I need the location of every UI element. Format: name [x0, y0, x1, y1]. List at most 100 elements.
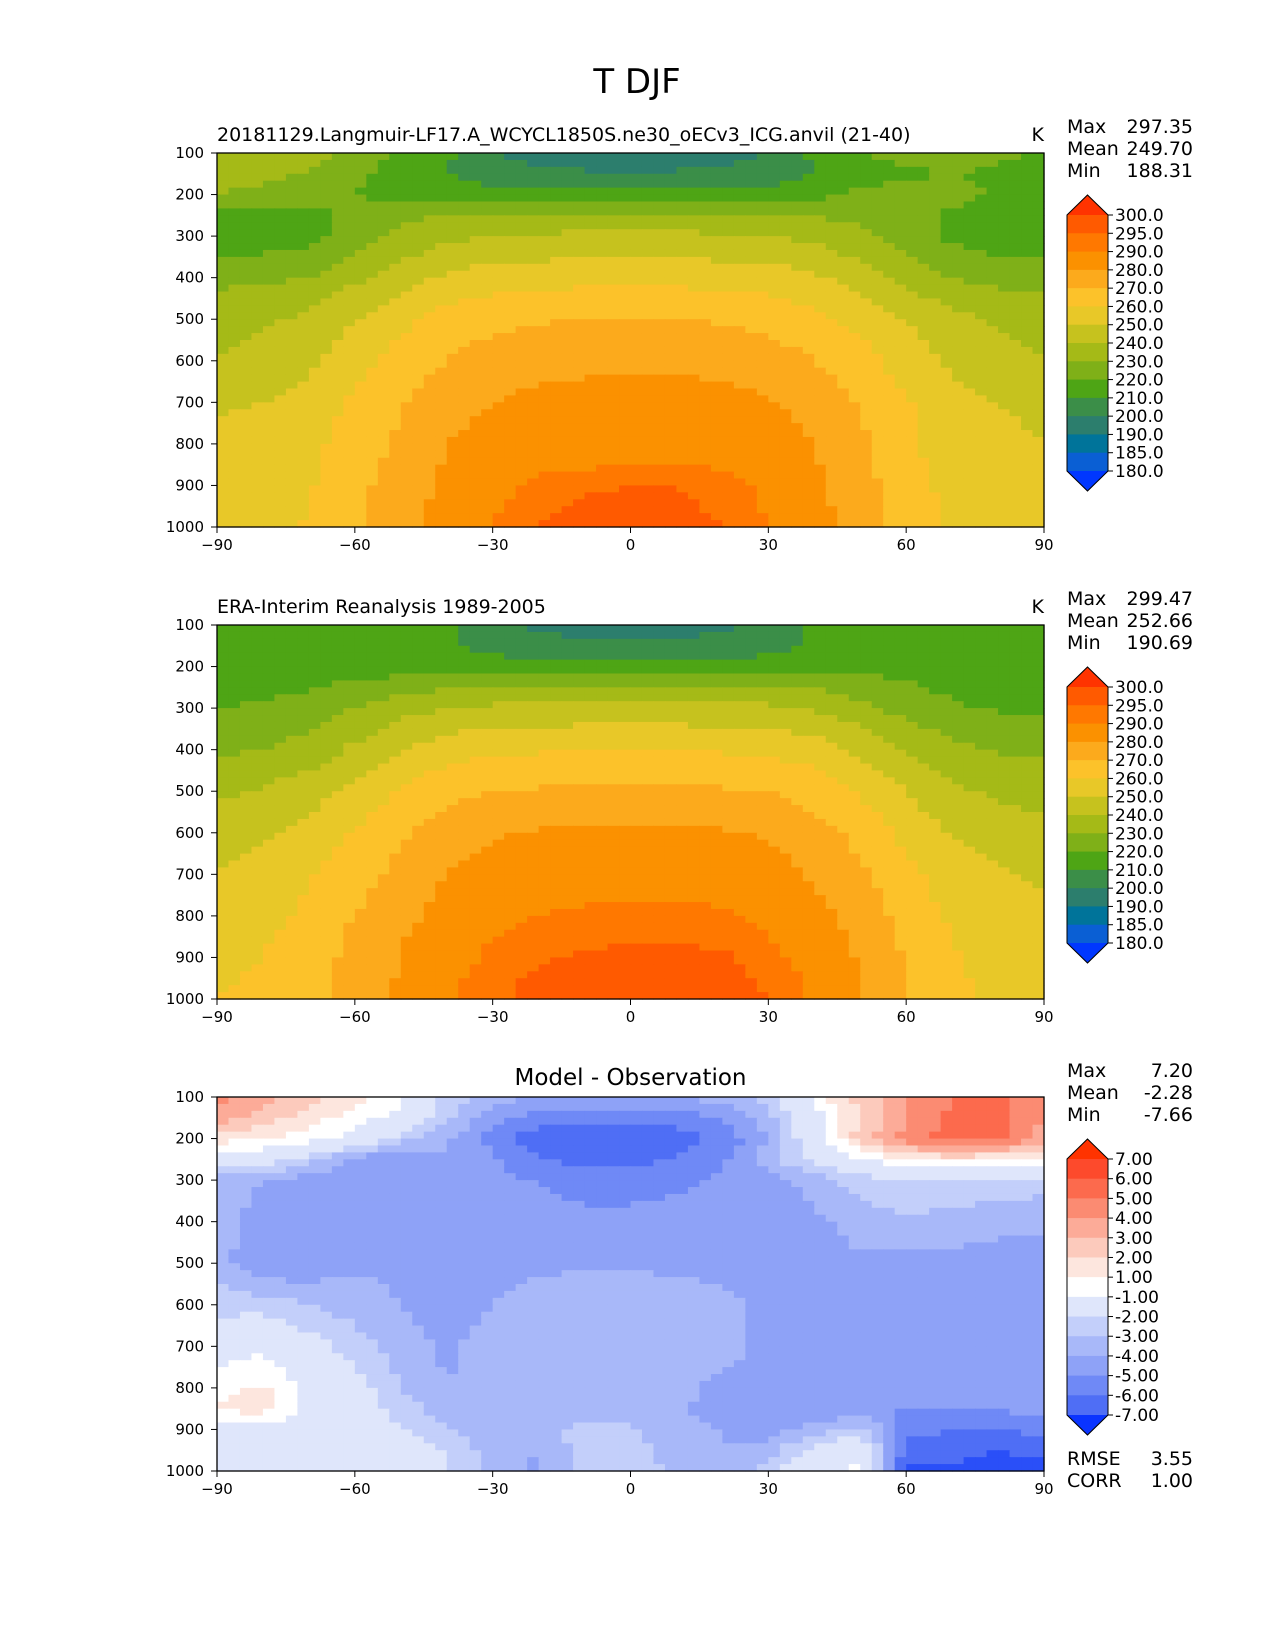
contour-cell	[377, 694, 390, 702]
contour-cell	[285, 222, 299, 230]
contour-cell	[262, 513, 276, 521]
contour-cell	[504, 277, 517, 286]
contour-cell	[745, 631, 758, 640]
contour-cell	[940, 201, 953, 210]
contour-cell	[940, 319, 953, 327]
contour-cell	[676, 701, 689, 709]
contour-cell	[814, 153, 827, 161]
contour-cell	[377, 180, 390, 189]
contour-cell	[894, 326, 907, 334]
contour-cell	[940, 187, 953, 196]
contour-cell	[975, 319, 988, 327]
contour-cell	[1009, 499, 1022, 507]
contour-cell	[871, 652, 884, 661]
contour-cell	[917, 701, 930, 709]
contour-cell	[251, 333, 264, 341]
contour-cell	[1009, 659, 1022, 668]
contour-cell	[400, 471, 413, 480]
contour-cell	[389, 249, 402, 258]
contour-cell	[538, 625, 551, 633]
contour-cell	[917, 346, 930, 355]
contour-cell	[320, 326, 333, 334]
contour-cell	[217, 409, 230, 417]
contour-cell	[607, 236, 620, 244]
contour-cell	[756, 395, 769, 403]
contour-cell	[653, 284, 666, 293]
contour-cell	[584, 715, 597, 723]
contour-cell	[550, 333, 563, 341]
contour-cell	[446, 478, 459, 487]
contour-cell	[653, 291, 666, 300]
contour-cell	[469, 381, 482, 390]
contour-cell	[561, 353, 574, 362]
contour-cell	[320, 333, 333, 341]
contour-cell	[929, 360, 942, 369]
contour-cell	[860, 430, 873, 438]
contour-cell	[320, 478, 333, 487]
contour-cell	[423, 194, 436, 203]
contour-cell	[584, 430, 597, 438]
contour-cell	[481, 270, 494, 279]
contour-cell	[297, 187, 310, 196]
contour-cell	[710, 340, 723, 348]
contour-cell	[228, 645, 241, 654]
contour-cell	[423, 312, 436, 320]
contour-cell	[814, 208, 827, 216]
contour-cell	[377, 499, 390, 507]
contour-cell	[504, 506, 517, 514]
contour-cell	[331, 353, 344, 362]
contour-cell	[228, 443, 241, 452]
contour-cell	[400, 236, 413, 244]
contour-cell	[630, 194, 643, 203]
contour-cell	[354, 166, 367, 175]
contour-cell	[883, 194, 896, 203]
contour-cell	[699, 631, 712, 640]
y-tick-label: 400	[175, 269, 204, 287]
contour-cell	[619, 208, 632, 216]
contour-cell	[607, 360, 620, 369]
contour-cell	[1032, 256, 1045, 265]
contour-cell	[653, 187, 666, 196]
contour-cell	[389, 666, 402, 675]
contour-cell	[262, 298, 276, 306]
contour-cell	[1009, 249, 1022, 258]
contour-cell	[400, 291, 413, 300]
contour-cell	[435, 430, 448, 438]
contour-cell	[331, 436, 344, 445]
contour-cell	[228, 305, 241, 313]
contour-cell	[400, 305, 413, 313]
contour-cell	[504, 367, 517, 376]
contour-cell	[768, 305, 781, 313]
contour-cell	[458, 506, 471, 514]
contour-cell	[768, 423, 781, 431]
contour-cell	[653, 215, 666, 223]
contour-cell	[354, 173, 367, 182]
contour-cell	[963, 326, 976, 334]
contour-cell	[446, 256, 459, 265]
contour-cell	[228, 652, 241, 661]
contour-cell	[274, 666, 287, 675]
contour-cell	[779, 430, 792, 438]
contour-cell	[446, 270, 459, 279]
contour-cell	[917, 409, 930, 417]
colorbar-swatch	[1067, 361, 1108, 381]
contour-cell	[377, 360, 390, 369]
contour-cell	[733, 457, 746, 466]
contour-cell	[228, 360, 241, 369]
contour-cell	[239, 701, 253, 709]
contour-cell	[664, 659, 678, 668]
contour-cell	[573, 249, 586, 258]
contour-cell	[527, 215, 540, 223]
contour-cell	[550, 249, 563, 258]
contour-cell	[802, 256, 815, 265]
contour-cell	[676, 236, 689, 244]
contour-cell	[343, 243, 356, 251]
contour-cell	[710, 464, 723, 473]
contour-cell	[837, 471, 850, 480]
contour-cell	[262, 229, 276, 237]
contour-cell	[619, 436, 632, 445]
contour-cell	[986, 229, 999, 237]
contour-cell	[481, 520, 494, 528]
contour-cell	[538, 471, 551, 480]
contour-cell	[619, 249, 632, 258]
